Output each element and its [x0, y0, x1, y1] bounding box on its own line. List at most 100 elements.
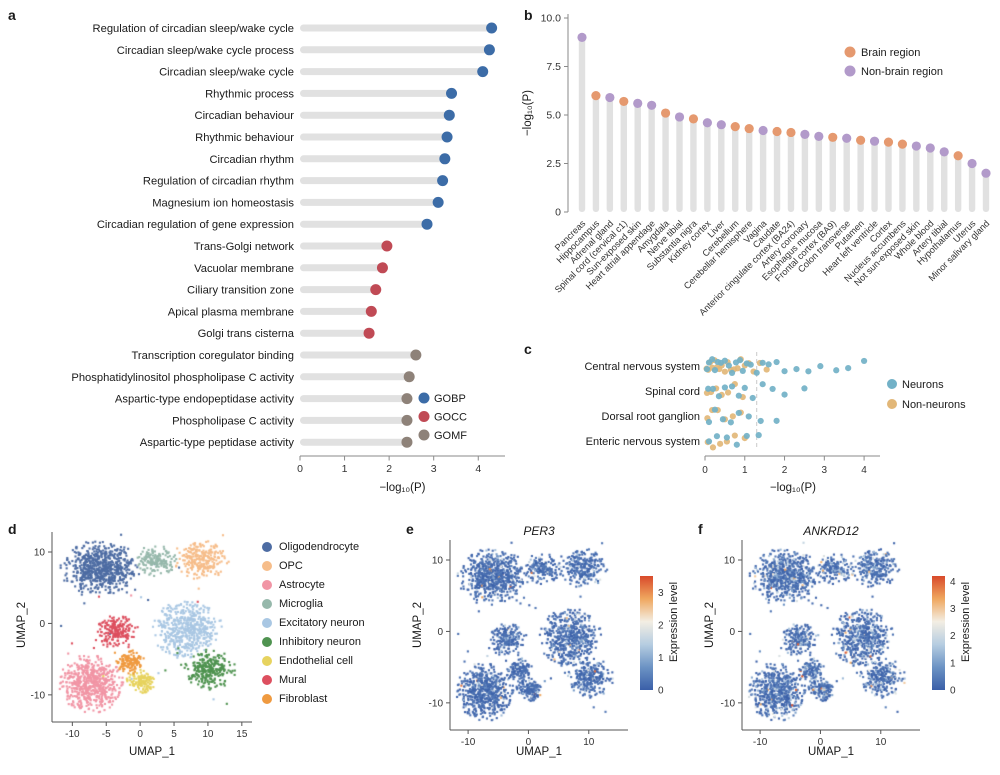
lollipop-track: [606, 97, 614, 212]
tick-label: 2.5: [546, 158, 561, 170]
lollipop-dot: [421, 218, 433, 230]
go-term-label: Circadian rhythm: [209, 154, 294, 166]
lollipop-track: [634, 103, 641, 212]
lollipop-dot: [401, 436, 413, 448]
lollipop-track: [300, 133, 448, 141]
lollipop-dot: [605, 92, 615, 103]
legend-label: Microglia: [279, 598, 324, 610]
data-point-neuron: [745, 413, 752, 420]
panel-f-yaxis-title: UMAP_2: [704, 601, 716, 649]
umap-points-canvas-f: [743, 541, 919, 729]
lollipop-track: [801, 134, 809, 212]
lollipop-track: [300, 329, 370, 337]
data-point-neuron: [735, 409, 742, 417]
tick-label: -10: [31, 690, 46, 701]
data-point-neuron: [709, 356, 716, 363]
tick-label: 0: [39, 619, 45, 630]
data-point-neuron: [759, 381, 766, 388]
tick-label: 1: [342, 463, 348, 475]
panel-d-xaxis-title: UMAP_1: [128, 746, 176, 758]
category-label: Central nervous system: [584, 361, 700, 373]
data-point-neuron: [781, 391, 788, 398]
category-label: Dorsal root ganglion: [602, 411, 700, 423]
panel-f-colorbar-title: Expression level: [960, 581, 972, 663]
legend-dot: [262, 599, 272, 609]
go-term-label: Circadian regulation of gene expression: [97, 219, 294, 231]
lollipop-dot: [744, 123, 754, 134]
lollipop-dot: [401, 414, 413, 426]
legend-dot: [887, 379, 897, 389]
lollipop-dot: [688, 114, 699, 124]
lollipop-dot: [869, 136, 880, 146]
tick-label: 3: [431, 463, 437, 475]
expression-colorbar: [640, 576, 653, 690]
lollipop-track: [300, 307, 372, 315]
data-point-neuron: [709, 385, 717, 393]
legend-dot: [262, 675, 272, 685]
colorbar-tick-label: 0: [950, 686, 956, 697]
legend-dot: [844, 46, 856, 58]
lollipop-track: [300, 351, 416, 359]
go-term-label: Transcription coregulator binding: [131, 350, 294, 362]
legend-label: Fibroblast: [279, 693, 328, 705]
panel-c-xaxis-title: −log₁₀(P): [769, 482, 817, 494]
legend-label: Excitatory neuron: [279, 617, 365, 629]
data-point-neuron: [765, 361, 772, 368]
lollipop-dot: [477, 66, 489, 78]
lollipop-dot: [967, 158, 977, 169]
colorbar-tick-label: 3: [658, 588, 664, 599]
go-term-label: Ciliary transition zone: [187, 285, 294, 297]
panel-f-xaxis-title: UMAP_1: [807, 746, 855, 758]
tick-label: 4: [475, 463, 481, 475]
legend-label: Oligodendrocyte: [279, 541, 360, 553]
lollipop-dot: [376, 262, 388, 274]
umap-points-canvas-d: [53, 533, 251, 721]
data-point-non-neuron: [763, 366, 770, 373]
lollipop-track: [578, 37, 586, 213]
go-term-label: Phosphatidylinositol phospholipase C act…: [71, 372, 294, 384]
data-point-neuron: [735, 392, 742, 399]
tick-label: -10: [461, 737, 476, 748]
data-point-neuron: [741, 384, 748, 392]
legend-item-fibroblast: Fibroblast: [262, 693, 365, 705]
panel-a-chart: Regulation of circadian sleep/wake cycle…: [71, 22, 505, 475]
data-point-neuron: [721, 384, 728, 391]
tick-label: 10: [875, 737, 887, 748]
panel-c-chart: Central nervous system Spinal cord Dorsal …: [584, 352, 966, 476]
legend-dot: [262, 694, 272, 704]
data-point-neuron: [757, 417, 764, 425]
lollipop-dot: [772, 126, 782, 137]
tick-label: 10.0: [541, 13, 562, 25]
data-point-neuron: [781, 368, 788, 375]
legend-item-microglia: Microglia: [262, 598, 365, 610]
legend-dot: [418, 411, 430, 422]
data-point-neuron: [723, 434, 730, 441]
go-term-label: Apical plasma membrane: [168, 306, 294, 318]
panel-e-gene-title: PER3: [523, 524, 555, 538]
data-point-neuron: [736, 357, 744, 364]
data-point-neuron: [817, 363, 824, 370]
legend-label: Brain region: [861, 47, 920, 59]
legend-dot: [418, 392, 430, 404]
tick-label: -10: [753, 737, 768, 748]
lollipop-track: [732, 126, 739, 212]
lollipop-track: [300, 438, 407, 446]
legend-item-astrocyte: Astrocyte: [262, 579, 365, 591]
legend-item-excitatory-neuron: Excitatory neuron: [262, 617, 365, 629]
legend-label: GOMF: [434, 430, 467, 442]
lollipop-track: [871, 141, 878, 212]
panel-e-axes: -10 0 10 -10 0 10 0 1 2 3: [429, 540, 664, 748]
legend-item-inhibitory-neuron: Inhibitory neuron: [262, 636, 365, 648]
data-point-neuron: [833, 367, 840, 374]
go-term-label: Circadian sleep/wake cycle: [159, 67, 294, 79]
legend-dot: [262, 561, 272, 571]
data-point-non-neuron: [717, 440, 724, 447]
lollipop-dot: [925, 143, 935, 153]
lollipop-dot: [432, 196, 444, 208]
lollipop-track: [300, 68, 483, 76]
lollipop-dot: [842, 133, 852, 143]
tick-label: 5.0: [546, 110, 561, 122]
panel-e-xaxis-title: UMAP_1: [515, 746, 563, 758]
lollipop-track: [857, 140, 864, 212]
lollipop-track: [899, 144, 906, 212]
